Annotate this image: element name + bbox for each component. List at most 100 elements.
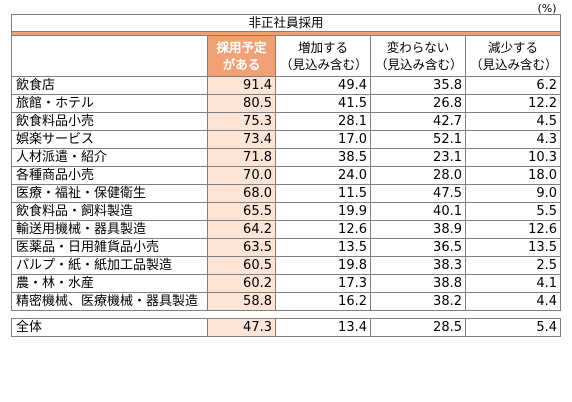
table-row: 飲食料品小売 75.3 28.1 42.7 4.5 — [11, 112, 562, 131]
row-zouka: 19.9 — [275, 202, 371, 221]
row-genshou: 5.5 — [464, 202, 562, 221]
row-category: 人材派遣・紹介 — [11, 148, 208, 167]
table-row: 飲食店 91.4 49.4 35.8 6.2 — [11, 76, 562, 95]
total-row: 全体 47.3 13.4 28.5 5.4 — [11, 318, 562, 337]
header-yotei: 採用予定 がある — [207, 35, 276, 77]
header-zouka: 増加する （見込み含む） — [275, 35, 371, 77]
header-yotei-line1: 採用予定 — [216, 40, 267, 55]
table-row: 輸送用機械・器具製造 64.2 12.6 38.9 12.6 — [11, 220, 562, 239]
row-kawaranai: 38.2 — [370, 292, 466, 311]
row-kawaranai: 52.1 — [370, 130, 466, 149]
row-genshou: 12.2 — [464, 94, 562, 113]
row-yotei: 71.8 — [207, 148, 276, 167]
row-yotei: 75.3 — [207, 112, 276, 131]
row-genshou: 18.0 — [464, 166, 562, 185]
row-genshou: 10.3 — [464, 148, 562, 167]
header-genshou-line1: 減少する — [488, 40, 539, 55]
row-yotei: 91.4 — [207, 76, 276, 95]
row-zouka: 24.0 — [275, 166, 371, 185]
row-category: パルプ・紙・紙加工品製造 — [11, 256, 208, 275]
spacer-cell — [207, 310, 276, 319]
row-category: 農・林・水産 — [11, 274, 208, 293]
row-kawaranai: 36.5 — [370, 238, 466, 257]
spacer-cell — [465, 310, 561, 319]
table-row: 医療・福祉・保健衛生 68.0 11.5 47.5 9.0 — [11, 184, 562, 203]
total-kawaranai: 28.5 — [370, 318, 466, 337]
table-body: 飲食店 91.4 49.4 35.8 6.2 旅館・ホテル 80.5 41.5 26.8 12.… — [11, 76, 562, 337]
row-zouka: 28.1 — [275, 112, 371, 131]
table-row: パルプ・紙・紙加工品製造 60.5 19.8 38.3 2.5 — [11, 256, 562, 275]
total-category: 全体 — [11, 318, 208, 337]
row-zouka: 38.5 — [275, 148, 371, 167]
row-genshou: 4.1 — [464, 274, 562, 293]
spacer-cell — [275, 310, 371, 319]
row-yotei: 64.2 — [207, 220, 276, 239]
header-yotei-line2: がある — [222, 57, 261, 72]
row-genshou: 13.5 — [464, 238, 562, 257]
row-zouka: 17.3 — [275, 274, 371, 293]
row-kawaranai: 38.9 — [370, 220, 466, 239]
row-kawaranai: 28.0 — [370, 166, 466, 185]
row-yotei: 60.5 — [207, 256, 276, 275]
table-row: 旅館・ホテル 80.5 41.5 26.8 12.2 — [11, 94, 562, 113]
row-zouka: 49.4 — [275, 76, 371, 95]
row-kawaranai: 38.8 — [370, 274, 466, 293]
total-yotei: 47.3 — [207, 318, 276, 337]
row-zouka: 17.0 — [275, 130, 371, 149]
row-yotei: 58.8 — [207, 292, 276, 311]
row-yotei: 60.2 — [207, 274, 276, 293]
row-category: 各種商品小売 — [11, 166, 208, 185]
row-yotei: 70.0 — [207, 166, 276, 185]
employment-table: 非正社員採用 採用予定 がある 増加する （見込み含む） 変わらない （見込み含… — [10, 14, 562, 337]
row-category: 旅館・ホテル — [11, 94, 208, 113]
table-row: 娯楽サービス 73.4 17.0 52.1 4.3 — [11, 130, 562, 149]
row-zouka: 16.2 — [275, 292, 371, 311]
row-category: 飲食料品・飼料製造 — [11, 202, 208, 221]
header-category — [11, 35, 208, 77]
unit-label: (%) — [537, 2, 557, 15]
spacer-row — [11, 310, 561, 319]
table-row: 精密機械、医療機械・器具製造 58.8 16.2 38.2 4.4 — [11, 292, 562, 311]
spacer-cell — [370, 310, 466, 319]
spacer-cell — [11, 310, 208, 319]
header-zouka-line2: （見込み含む） — [280, 57, 368, 72]
row-category: 精密機械、医療機械・器具製造 — [11, 292, 208, 311]
row-yotei: 63.5 — [207, 238, 276, 257]
header-kawaranai-line1: 変わらない — [386, 40, 450, 55]
row-yotei: 80.5 — [207, 94, 276, 113]
row-zouka: 41.5 — [275, 94, 371, 113]
total-genshou: 5.4 — [464, 318, 562, 337]
row-yotei: 68.0 — [207, 184, 276, 203]
row-category: 輸送用機械・器具製造 — [11, 220, 208, 239]
row-kawaranai: 26.8 — [370, 94, 466, 113]
table-row: 人材派遣・紹介 71.8 38.5 23.1 10.3 — [11, 148, 562, 167]
row-kawaranai: 42.7 — [370, 112, 466, 131]
row-category: 飲食店 — [11, 76, 208, 95]
row-kawaranai: 47.5 — [370, 184, 466, 203]
row-genshou: 4.5 — [464, 112, 562, 131]
table-row: 飲食料品・飼料製造 65.5 19.9 40.1 5.5 — [11, 202, 562, 221]
header-kawaranai-line2: （見込み含む） — [375, 57, 463, 72]
row-kawaranai: 23.1 — [370, 148, 466, 167]
row-kawaranai: 40.1 — [370, 202, 466, 221]
total-zouka: 13.4 — [275, 318, 371, 337]
table-row: 各種商品小売 70.0 24.0 28.0 18.0 — [11, 166, 562, 185]
row-genshou: 6.2 — [464, 76, 562, 95]
row-zouka: 11.5 — [275, 184, 371, 203]
table-title: 非正社員採用 — [10, 14, 562, 32]
table-row: 農・林・水産 60.2 17.3 38.8 4.1 — [11, 274, 562, 293]
row-genshou: 4.3 — [464, 130, 562, 149]
row-genshou: 4.4 — [464, 292, 562, 311]
row-category: 飲食料品小売 — [11, 112, 208, 131]
header-kawaranai: 変わらない （見込み含む） — [370, 35, 466, 77]
row-yotei: 73.4 — [207, 130, 276, 149]
header-zouka-line1: 増加する — [297, 40, 348, 55]
row-zouka: 12.6 — [275, 220, 371, 239]
table-row: 医薬品・日用雑貨品小売 63.5 13.5 36.5 13.5 — [11, 238, 562, 257]
header-genshou: 減少する （見込み含む） — [464, 35, 562, 77]
row-zouka: 19.8 — [275, 256, 371, 275]
row-yotei: 65.5 — [207, 202, 276, 221]
row-genshou: 9.0 — [464, 184, 562, 203]
header-genshou-line2: （見込み含む） — [470, 57, 558, 72]
row-kawaranai: 38.3 — [370, 256, 466, 275]
